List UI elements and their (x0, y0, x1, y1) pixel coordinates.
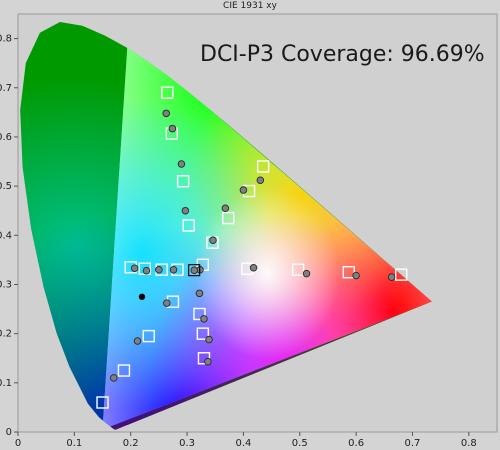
target-square-marker (161, 86, 174, 99)
measured-circle-marker (177, 160, 186, 168)
target-square-marker (176, 174, 190, 188)
x-tick-label: 0.2 (123, 438, 139, 449)
measured-circle-marker (200, 315, 208, 323)
target-square-marker (221, 211, 235, 225)
measured-circle-marker (155, 265, 163, 274)
x-tick-label: 0.6 (348, 438, 364, 449)
x-tick-label: 0.5 (292, 438, 308, 449)
chart-title: CIE 1931 xy (223, 1, 277, 11)
y-tick-label: 0.3 (0, 279, 12, 290)
measured-circle-marker (239, 186, 248, 194)
measured-circle-marker (195, 289, 204, 298)
white-point-marker (188, 264, 201, 277)
y-tick-label: 0.4 (0, 230, 12, 241)
target-square-marker (395, 268, 408, 281)
target-square-marker (342, 265, 355, 279)
measured-circle-marker (169, 265, 178, 274)
y-tick-label: 0.7 (0, 83, 12, 94)
gamut-triangle (102, 38, 432, 430)
measured-circle-marker (162, 109, 170, 118)
measured-circle-marker (163, 299, 171, 307)
measured-circle-marker (221, 204, 230, 212)
y-tick-label: 0.1 (0, 378, 12, 389)
y-tick-label: 0.2 (0, 329, 12, 340)
x-tick-label: 0 (15, 438, 21, 449)
measured-circle-marker (256, 176, 265, 184)
x-tick-label: 0.7 (405, 438, 421, 449)
target-square-marker (291, 263, 305, 276)
coverage-annotation: DCI-P3 Coverage: 96.69% (200, 42, 485, 67)
x-tick-label: 0.1 (66, 438, 82, 449)
target-square-marker (138, 262, 151, 275)
target-square-marker (197, 352, 211, 365)
data-markers (96, 86, 408, 409)
measured-circle-marker (130, 264, 139, 272)
target-square-marker (196, 327, 210, 340)
x-tick-label: 0.3 (179, 438, 195, 449)
y-tick-label: 0.5 (0, 181, 12, 192)
measured-circle-marker (133, 337, 142, 345)
target-square-marker (117, 364, 131, 377)
black-circle-marker (138, 293, 146, 300)
y-tick-label: 0 (6, 427, 12, 438)
measured-circle-marker (209, 236, 217, 244)
target-square-marker (142, 329, 155, 343)
x-tick-label: 0.8 (461, 438, 477, 449)
measured-circle-marker (352, 271, 360, 280)
target-square-marker (182, 219, 195, 232)
measured-circle-marker (110, 374, 118, 382)
measured-circle-marker (205, 335, 213, 344)
measured-circle-marker (190, 266, 198, 274)
spectral-locus (20, 22, 432, 430)
target-square-marker (193, 307, 206, 321)
y-tick-label: 0.6 (0, 132, 12, 143)
measured-circle-marker (142, 266, 151, 275)
measured-circle-marker (249, 264, 258, 272)
measured-circle-marker (168, 124, 177, 133)
target-square-marker (256, 160, 270, 173)
target-square-marker (96, 396, 109, 409)
y-tick-label: 0.8 (0, 34, 12, 45)
measured-circle-marker (204, 357, 212, 366)
measured-circle-marker (181, 206, 190, 215)
measured-circle-marker (302, 269, 311, 278)
x-tick-label: 0.4 (235, 438, 251, 449)
measured-circle-marker (387, 273, 396, 281)
